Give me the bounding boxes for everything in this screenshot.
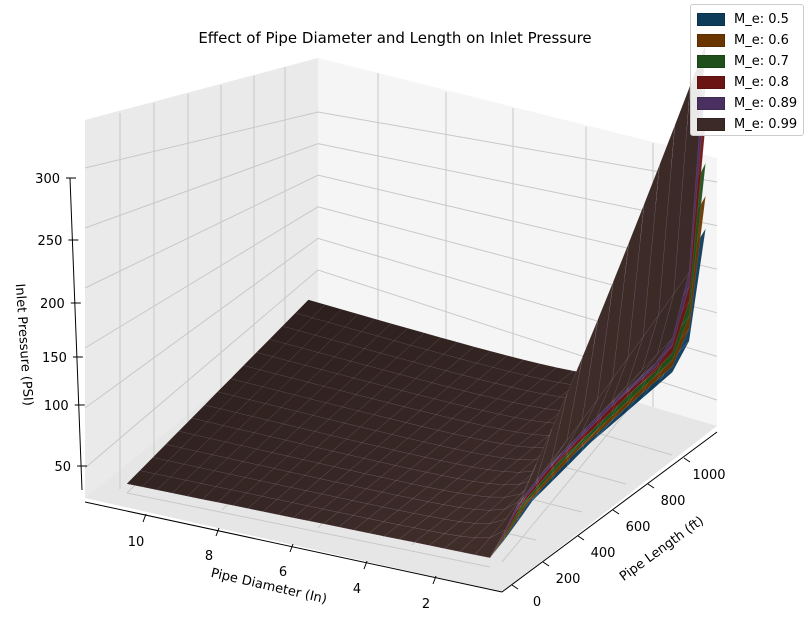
legend-label: M_e: 0.5 <box>734 12 789 27</box>
x-tick <box>289 543 294 553</box>
surface-m-e-0-99 <box>126 44 706 558</box>
legend-label: M_e: 0.99 <box>734 117 798 132</box>
y-tick <box>511 584 519 590</box>
z-tick-label: 50 <box>55 460 72 475</box>
grid-line-z <box>84 206 718 349</box>
legend-swatch <box>697 55 725 68</box>
legend-swatch <box>697 34 725 47</box>
z-tick-label: 300 <box>35 172 60 187</box>
legend-label: M_e: 0.7 <box>734 54 789 69</box>
legend-swatch <box>697 13 725 26</box>
y-tick-label: 600 <box>626 520 651 535</box>
legend-item: M_e: 0.89 <box>697 93 803 114</box>
legend: M_e: 0.5 M_e: 0.6 M_e: 0.7 M_e: 0.8 M_e: 0.8… <box>690 4 804 136</box>
x-tick-label: 6 <box>279 565 287 580</box>
grid-line-z <box>84 237 718 409</box>
y-tick <box>612 509 620 515</box>
y-tick <box>577 535 585 541</box>
legend-swatch <box>697 97 725 110</box>
surface-layer <box>126 44 706 558</box>
x-axis-label: Pipe Diameter (In) <box>209 566 328 607</box>
y-tick-label: 200 <box>556 572 581 587</box>
legend-label: M_e: 0.89 <box>734 96 798 111</box>
y-tick-label: 800 <box>661 494 686 509</box>
x-tick-label: 4 <box>353 582 361 597</box>
left-wall <box>85 58 318 498</box>
chart-title: Effect of Pipe Diameter and Length on In… <box>198 29 592 47</box>
x-tick-label: 8 <box>205 549 213 564</box>
legend-item: M_e: 0.6 <box>697 30 803 51</box>
legend-label: M_e: 0.6 <box>734 33 789 48</box>
y-tick <box>683 457 691 463</box>
surface-patch <box>474 529 506 558</box>
x-tick-label: 2 <box>422 597 430 612</box>
legend-swatch <box>697 118 725 131</box>
z-tick-label: 250 <box>38 234 63 249</box>
y-axis-line <box>501 431 718 593</box>
z-tick-label: 150 <box>42 351 67 366</box>
z-axis-line <box>69 177 83 491</box>
y-tick-label: 0 <box>533 595 541 610</box>
legend-item: M_e: 0.5 <box>697 9 803 30</box>
legend-item: M_e: 0.7 <box>697 51 803 72</box>
z-axis-label: Inlet Pressure (PSI) <box>12 283 36 406</box>
y-tick <box>647 483 655 489</box>
x-tick <box>432 575 437 585</box>
y-tick-label: 400 <box>591 546 616 561</box>
x-axis-line <box>84 501 503 593</box>
x-tick <box>215 527 220 537</box>
x-tick <box>363 560 368 570</box>
legend-label: M_e: 0.8 <box>734 75 789 90</box>
legend-item: M_e: 0.99 <box>697 114 803 135</box>
y-tick <box>542 561 550 567</box>
grid-line-z <box>84 111 718 183</box>
y-tick-label: 1000 <box>692 468 725 483</box>
grid-line-z <box>84 143 718 229</box>
z-tick-label: 200 <box>40 297 65 312</box>
legend-swatch <box>697 76 725 89</box>
z-tick-label: 100 <box>44 399 69 414</box>
x-tick <box>142 513 147 523</box>
legend-item: M_e: 0.8 <box>697 72 803 93</box>
grid-line-floor <box>501 400 636 563</box>
grid-line-floor <box>126 492 491 568</box>
grid-line-z <box>84 174 718 289</box>
x-tick-label: 10 <box>128 535 145 550</box>
